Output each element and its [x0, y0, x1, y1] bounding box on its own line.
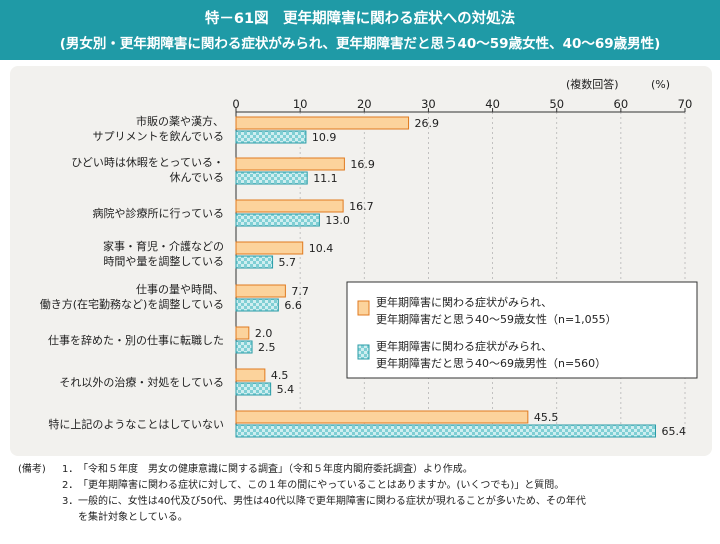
note-number: 2． — [62, 480, 79, 491]
legend-swatch-female — [357, 300, 370, 316]
value-label-female: 16.9 — [350, 158, 375, 171]
category-label: ひどい時は休暇をとっている・ — [71, 156, 224, 169]
value-label-female: 10.4 — [309, 242, 334, 255]
title-band: 特－61図 更年期障害に関わる症状への対処法 (男女別・更年期障害に関わる症状が… — [0, 0, 720, 60]
bars-layer — [235, 116, 656, 438]
value-label-female: 4.5 — [271, 369, 289, 382]
unit-note-label: (複数回答) — [566, 77, 619, 91]
note-number: 3． — [62, 496, 79, 507]
category-label: 仕事を辞めた・別の仕事に転職した — [48, 333, 224, 347]
x-tick-label: 40 — [485, 97, 500, 111]
bar-female — [235, 199, 344, 213]
category-label: 働き方(在宅勤務など)を調整している — [40, 297, 224, 311]
value-label-female: 26.9 — [415, 117, 440, 130]
legend-female-line2: 更年期障害だと思う40～59歳女性（n=1,055） — [376, 312, 617, 326]
category-label: 市販の薬や漢方、 — [136, 114, 224, 128]
legend-box — [346, 281, 698, 379]
notes-head: (備考) — [18, 464, 46, 475]
chart-subtitle: (男女別・更年期障害に関わる症状がみられ、更年期障害だと思う40～59歳女性、4… — [59, 36, 661, 52]
note-text: 「令和５年度 男女の健康意識に関する調査」（令和５年度内閣府委託調査）より作成。 — [78, 464, 473, 475]
x-tick-label: 10 — [293, 97, 308, 111]
bar-male — [235, 340, 253, 354]
x-tick-label: 70 — [678, 97, 693, 111]
category-label: 仕事の量や時間、 — [136, 283, 224, 296]
bar-female — [235, 157, 345, 171]
value-label-male: 5.4 — [277, 383, 295, 396]
legend-swatch-male — [357, 344, 370, 360]
bar-female — [235, 410, 529, 424]
legend: 更年期障害に関わる症状がみられ、 更年期障害だと思う40～59歳女性（n=1,0… — [346, 281, 698, 379]
bar-chart: (複数回答) (%) 0 10 20 30 40 50 60 70 市販の薬や漢方、サプリメントを飲… — [40, 77, 698, 438]
category-label: 特に上記のようなことはしていない — [48, 417, 224, 431]
chart-panel: (複数回答) (%) 0 10 20 30 40 50 60 70 市販の薬や漢方、 サプリメントを飲… — [10, 66, 712, 456]
note-text: 「更年期障害に関わる症状に対して、この１年の間にやっていることはありますか。(い… — [78, 480, 565, 491]
labels-layer: (複数回答) (%) 0 10 20 30 40 50 60 70 市販の薬や漢方、サプリメントを飲… — [40, 77, 693, 438]
grid-layer — [235, 108, 686, 436]
notes: (備考) 1． 「令和５年度 男女の健康意識に関する調査」（令和５年度内閣府委託… — [18, 462, 712, 526]
category-label: 時間や量を調整している — [103, 254, 224, 268]
value-label-male: 6.6 — [284, 299, 302, 312]
category-label: 休んでいる — [170, 171, 224, 184]
chart-title: 特－61図 更年期障害に関わる症状への対処法 — [204, 11, 516, 27]
unit-label: (%) — [651, 78, 670, 91]
value-label-male: 5.7 — [279, 256, 297, 269]
bar-male — [235, 171, 308, 185]
bar-male — [235, 255, 274, 269]
note-row: 3． 一般的に、女性は40代及び50代、男性は40代以降で更年期障害に関わる症状… — [18, 494, 712, 510]
x-tick-label: 20 — [357, 97, 372, 111]
value-label-female: 16.7 — [349, 200, 374, 213]
x-tick-label: 50 — [549, 97, 564, 111]
category-label: 家事・育児・介護などの — [103, 239, 224, 253]
category-label: サプリメントを飲んでいる — [93, 129, 224, 143]
bar-male — [235, 298, 279, 312]
legend-male-line1: 更年期障害に関わる症状がみられ、 — [376, 339, 552, 353]
category-label: 病院や診療所に行っている — [93, 206, 224, 220]
x-tick-label: 0 — [232, 97, 239, 111]
note-row: を集計対象としている。 — [18, 510, 712, 526]
value-label-female: 45.5 — [534, 411, 559, 424]
value-label-male: 2.5 — [258, 341, 276, 354]
bar-male — [235, 130, 307, 144]
bar-female — [235, 116, 410, 130]
legend-female-line1: 更年期障害に関わる症状がみられ、 — [376, 295, 552, 309]
bar-female — [235, 326, 250, 340]
bar-male — [235, 424, 656, 438]
category-label: それ以外の治療・対処をしている — [59, 375, 224, 389]
value-label-female: 7.7 — [291, 285, 309, 298]
bar-male — [235, 213, 320, 227]
value-label-male: 65.4 — [661, 425, 686, 438]
note-number: 1． — [62, 464, 79, 475]
legend-male-line2: 更年期障害だと思う40～69歳男性（n=560） — [376, 356, 606, 370]
value-label-male: 13.0 — [325, 214, 350, 227]
bar-female — [235, 241, 304, 255]
bar-female — [235, 284, 286, 298]
note-text: を集計対象としている。 — [78, 512, 188, 523]
bar-male — [235, 382, 272, 396]
value-label-male: 10.9 — [312, 131, 337, 144]
x-tick-label: 30 — [421, 97, 436, 111]
bar-female — [235, 368, 266, 382]
value-label-male: 11.1 — [313, 172, 338, 185]
x-tick-label: 60 — [614, 97, 629, 111]
note-row: 2． 「更年期障害に関わる症状に対して、この１年の間にやっていることはありますか… — [18, 478, 712, 494]
note-text: 一般的に、女性は40代及び50代、男性は40代以降で更年期障害に関わる症状が現れ… — [78, 496, 586, 507]
value-label-female: 2.0 — [255, 327, 272, 340]
note-row: (備考) 1． 「令和５年度 男女の健康意識に関する調査」（令和５年度内閣府委託… — [18, 462, 712, 478]
